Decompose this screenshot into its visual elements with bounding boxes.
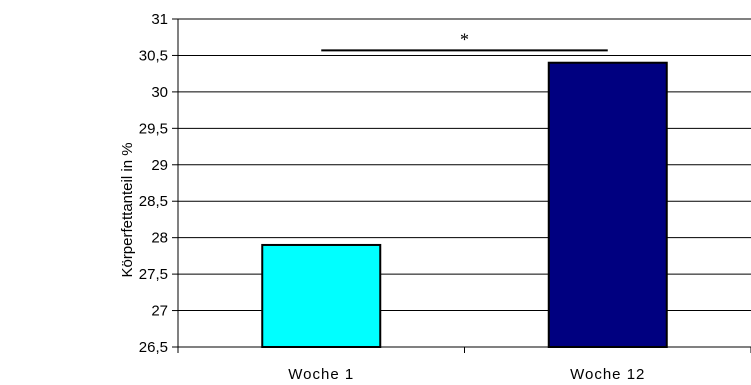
y-axis-label: Körperfettanteil in % — [119, 142, 136, 277]
significance-star: * — [460, 29, 469, 49]
y-tick-label: 31 — [151, 11, 168, 28]
bar-woche-1 — [261, 243, 382, 348]
y-tick-label: 27 — [151, 303, 168, 320]
y-tick-label: 30,5 — [139, 47, 168, 64]
bar-woche-12 — [547, 61, 668, 348]
bars — [261, 61, 668, 348]
y-tick-labels: 26,5 27 27,5 28 28,5 29 29,5 30 30,5 31 — [139, 11, 178, 356]
y-tick-label: 27,5 — [139, 266, 168, 283]
axes — [177, 19, 751, 353]
y-tick-label: 28,5 — [139, 193, 168, 210]
y-tick-label: 29,5 — [139, 120, 168, 137]
y-tick-label: 28 — [151, 230, 168, 247]
y-tick-label: 29 — [151, 157, 168, 174]
x-tick-labels: Woche 1 Woche 12 — [288, 366, 645, 383]
significance-annotation: * — [321, 29, 608, 52]
x-tick-label: Woche 12 — [570, 366, 645, 383]
x-tick-label: Woche 1 — [288, 366, 354, 383]
y-tick-label: 30 — [151, 84, 168, 101]
y-tick-label: 26,5 — [139, 339, 168, 356]
